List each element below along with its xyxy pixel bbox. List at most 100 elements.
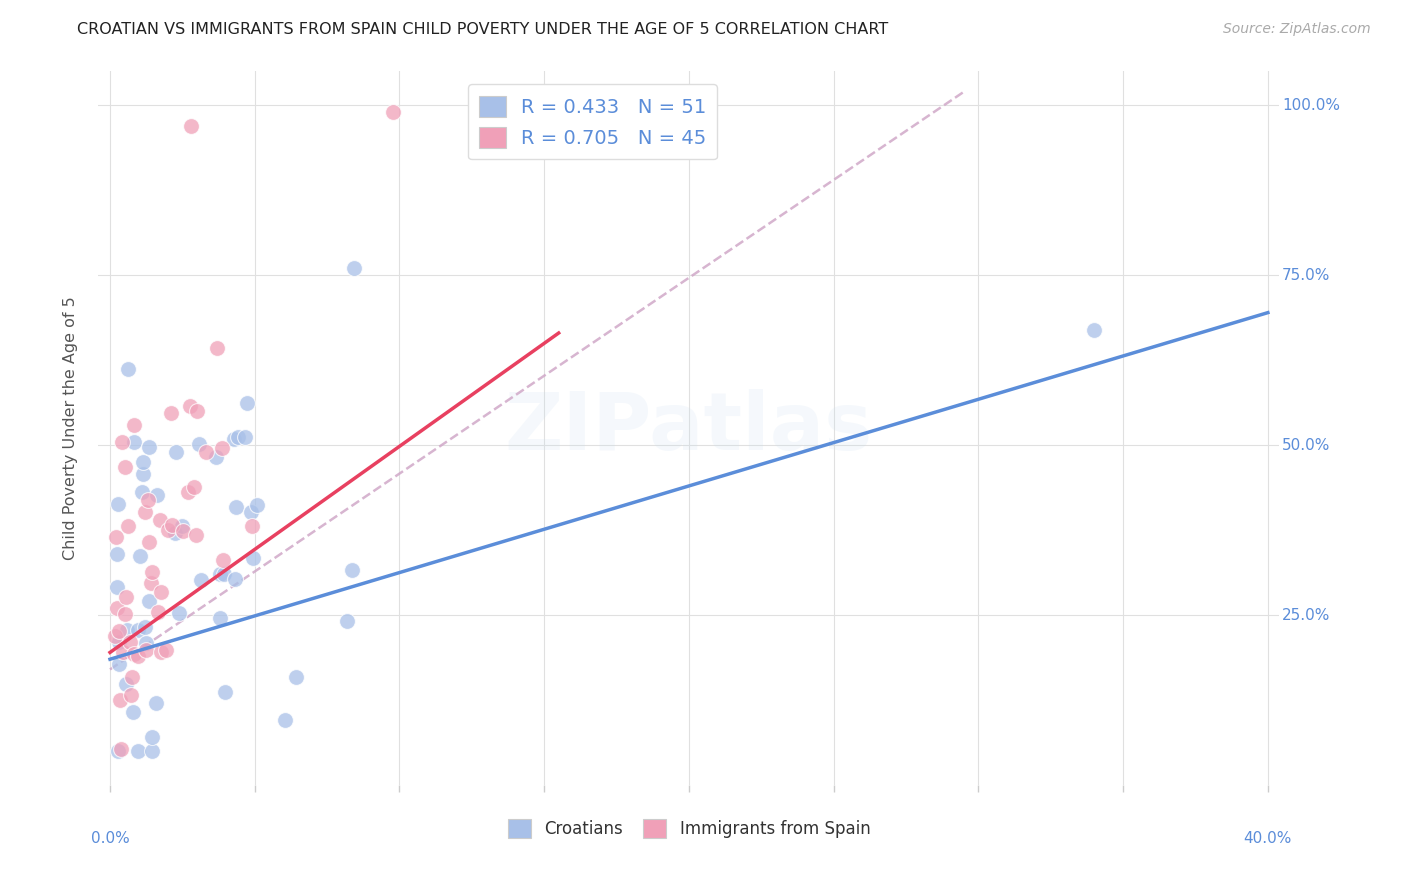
Point (127, 623, 149, 637)
Point (170, 518, 193, 533)
Point (107, 497, 129, 511)
Point (149, 584, 172, 599)
Point (211, 442, 233, 456)
Point (239, 505, 262, 519)
Point (176, 484, 198, 499)
Text: CROATIAN VS IMMIGRANTS FROM SPAIN CHILD POVERTY UNDER THE AGE OF 5 CORRELATION C: CROATIAN VS IMMIGRANTS FROM SPAIN CHILD … (77, 22, 889, 37)
Point (122, 435, 145, 450)
Point (127, 648, 149, 663)
Point (122, 418, 145, 433)
Text: 40.0%: 40.0% (1244, 831, 1292, 847)
Point (114, 607, 136, 621)
Point (186, 404, 208, 418)
Point (105, 547, 128, 561)
Point (155, 643, 177, 657)
Point (118, 635, 141, 649)
Point (172, 524, 194, 539)
Point (145, 696, 167, 710)
Point (145, 487, 167, 501)
Point (224, 572, 246, 586)
Point (180, 119, 202, 133)
Text: ZIPatlas: ZIPatlas (505, 389, 873, 467)
Point (117, 518, 139, 533)
Point (160, 406, 183, 420)
Point (136, 493, 159, 508)
Point (117, 362, 139, 376)
Point (342, 261, 364, 276)
Text: 50.0%: 50.0% (1282, 438, 1330, 452)
Point (274, 713, 297, 727)
Point (131, 454, 153, 468)
Point (190, 573, 212, 587)
Point (107, 744, 129, 758)
Point (115, 590, 138, 604)
Point (382, 105, 405, 120)
Point (1083, 323, 1105, 337)
Point (188, 437, 211, 451)
Point (224, 432, 246, 446)
Point (105, 530, 128, 544)
Point (134, 620, 156, 634)
Point (135, 643, 157, 657)
Point (104, 629, 127, 643)
Point (195, 445, 218, 459)
Point (135, 636, 157, 650)
Point (236, 396, 259, 410)
Point (141, 565, 163, 579)
Point (110, 741, 132, 756)
Point (141, 744, 163, 758)
Point (139, 576, 162, 591)
Point (160, 518, 183, 533)
Point (340, 563, 363, 577)
Point (131, 467, 153, 481)
Point (246, 498, 269, 512)
Point (225, 500, 247, 514)
Point (129, 549, 152, 563)
Point (141, 730, 163, 744)
Point (336, 614, 359, 628)
Point (110, 434, 132, 449)
Point (138, 440, 160, 454)
Point (108, 693, 131, 707)
Point (111, 645, 134, 659)
Point (138, 594, 160, 608)
Text: 0.0%: 0.0% (90, 831, 129, 847)
Text: Source: ZipAtlas.com: Source: ZipAtlas.com (1223, 22, 1371, 37)
Point (108, 624, 131, 639)
Point (134, 505, 156, 519)
Point (183, 480, 205, 494)
Point (105, 580, 128, 594)
Point (205, 341, 228, 355)
Point (179, 399, 201, 413)
Point (127, 744, 149, 758)
Text: 25.0%: 25.0% (1282, 607, 1330, 623)
Point (208, 611, 231, 625)
Y-axis label: Child Poverty Under the Age of 5: Child Poverty Under the Age of 5 (63, 296, 77, 560)
Point (212, 566, 235, 581)
Point (149, 513, 172, 527)
Point (285, 669, 308, 683)
Point (169, 607, 191, 621)
Point (115, 623, 138, 637)
Point (165, 444, 187, 458)
Point (120, 688, 142, 702)
Point (114, 677, 136, 691)
Point (163, 526, 186, 541)
Point (242, 551, 264, 566)
Point (211, 552, 233, 566)
Point (233, 430, 256, 444)
Point (121, 705, 143, 719)
Point (121, 669, 143, 683)
Point (157, 523, 180, 537)
Point (105, 601, 128, 615)
Point (114, 460, 136, 475)
Text: 100.0%: 100.0% (1282, 98, 1340, 113)
Point (209, 566, 232, 581)
Point (122, 647, 145, 661)
Point (131, 485, 153, 500)
Point (205, 450, 228, 464)
Point (226, 430, 249, 444)
Point (240, 519, 263, 533)
Point (108, 657, 131, 671)
Point (138, 534, 160, 549)
